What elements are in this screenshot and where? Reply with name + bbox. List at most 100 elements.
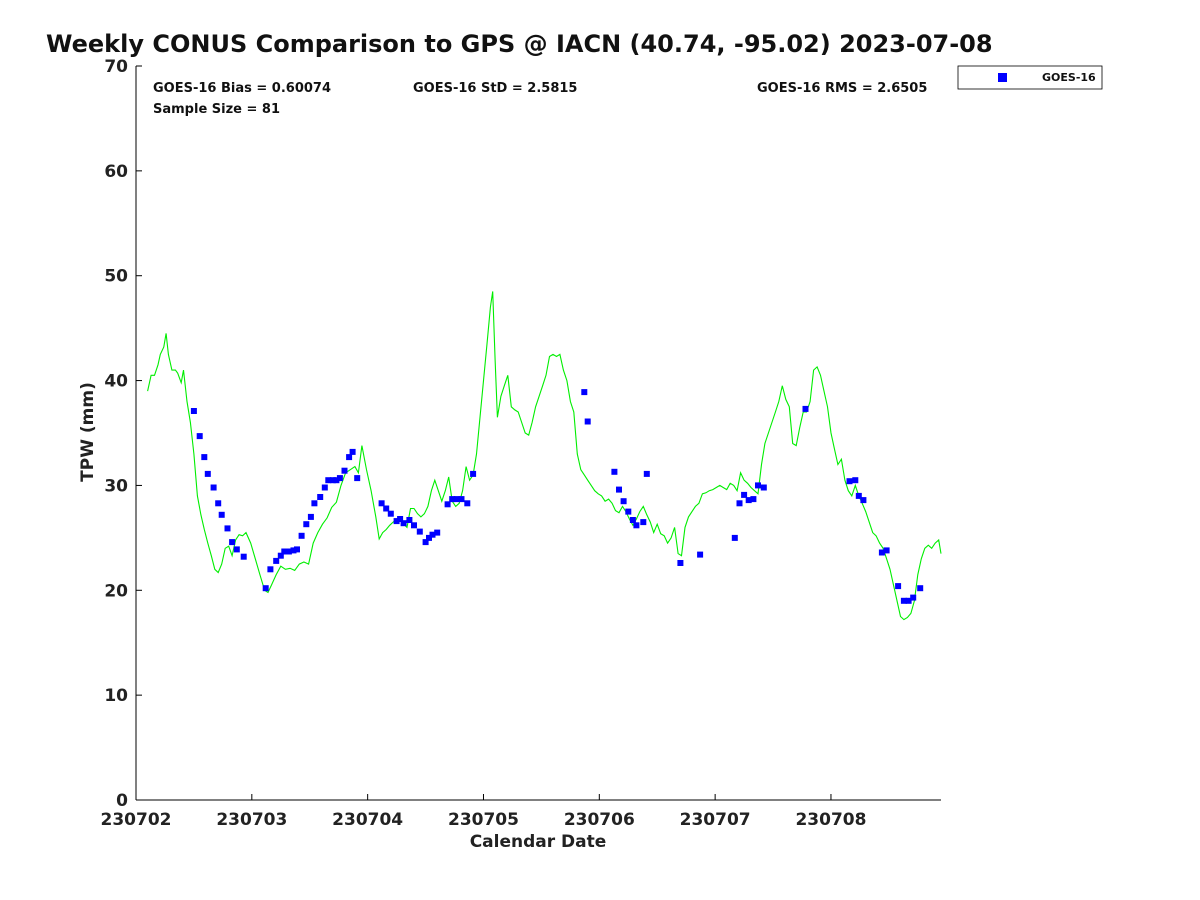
- legend-frame: [957, 65, 1103, 90]
- y-tick-label: 40: [104, 372, 128, 392]
- goes16-point: [240, 553, 247, 560]
- goes16-point: [434, 529, 441, 536]
- goes16-point: [411, 522, 417, 529]
- legend-label-goes16: GOES-16: [1042, 71, 1096, 84]
- goes16-point: [444, 501, 451, 508]
- goes16-point: [625, 508, 632, 515]
- y-tick-label: 10: [104, 686, 128, 706]
- goes16-point: [325, 477, 332, 484]
- x-tick-label: 230705: [448, 810, 519, 830]
- goes16-point: [640, 519, 647, 526]
- goes16-point: [611, 468, 618, 475]
- goes16-point: [855, 492, 862, 499]
- goes16-point: [346, 454, 353, 461]
- stat-std: GOES-16 StD = 2.5815: [413, 81, 577, 96]
- goes16-point: [303, 521, 310, 528]
- goes16-point: [204, 470, 211, 477]
- goes16-point: [750, 496, 757, 503]
- goes16-point: [378, 500, 385, 507]
- goes16-point: [400, 520, 407, 527]
- goes16-point: [290, 547, 297, 554]
- goes16-point: [910, 594, 917, 601]
- stat-bias: GOES-16 Bias = 0.60074: [153, 81, 331, 96]
- goes16-point: [215, 500, 222, 507]
- goes16-point: [846, 478, 853, 485]
- x-tick-label: 230702: [101, 810, 172, 830]
- goes16-point: [741, 491, 748, 498]
- y-axis-label: TPW (mm): [78, 382, 98, 482]
- goes16-point: [464, 500, 471, 507]
- goes16-point: [201, 454, 208, 461]
- goes16-point: [190, 408, 197, 414]
- goes16-point: [285, 548, 292, 555]
- goes16-point: [620, 498, 627, 505]
- goes16-point: [210, 484, 217, 491]
- goes16-point: [697, 551, 704, 558]
- y-tick-label: 0: [116, 791, 128, 811]
- goes16-point: [333, 477, 340, 484]
- goes16-point: [755, 482, 761, 489]
- goes16-point: [262, 585, 269, 592]
- y-tick-label: 20: [104, 581, 128, 601]
- goes16-point: [349, 448, 356, 455]
- goes16-point: [336, 475, 343, 482]
- goes16-point: [196, 433, 203, 440]
- goes16-point: [281, 548, 288, 555]
- chart-title: Weekly CONUS Comparison to GPS @ IACN (4…: [46, 30, 993, 58]
- x-ticks: 230702 230703 230704 230705 230706 230707 2307…: [101, 794, 866, 830]
- goes16-point: [860, 497, 867, 504]
- legend-marker-goes16: [998, 73, 1007, 82]
- x-axis-label: Calendar Date: [470, 832, 607, 852]
- goes16-point: [383, 505, 390, 512]
- plot-box: [135, 66, 941, 801]
- x-tick-label: 230704: [332, 810, 403, 830]
- goes16-point: [760, 484, 767, 491]
- goes16-point: [387, 510, 394, 517]
- goes16-point: [900, 597, 907, 604]
- goes16-point: [458, 496, 465, 503]
- goes16-point: [895, 583, 902, 590]
- goes16-point: [629, 517, 636, 523]
- y-tick-label: 50: [104, 267, 128, 287]
- y-tick-label: 70: [104, 57, 128, 77]
- goes16-point: [298, 532, 305, 539]
- goes16-point: [677, 560, 684, 566]
- gps-series-line: [147, 291, 942, 621]
- goes16-point: [229, 539, 236, 546]
- goes16-point: [307, 513, 314, 520]
- goes16-point: [633, 522, 640, 529]
- goes16-point: [341, 467, 348, 474]
- gps-line-group: [147, 291, 942, 621]
- y-tick-label: 60: [104, 162, 128, 182]
- goes16-point: [233, 546, 240, 553]
- goes16-point: [273, 557, 280, 564]
- goes16-point: [584, 418, 591, 425]
- y-ticks: 0 10 20 30 40 50 60 70: [104, 57, 142, 811]
- goes16-point: [406, 517, 413, 523]
- goes16-point: [393, 518, 400, 525]
- goes16-point: [294, 546, 300, 553]
- goes16-point: [416, 528, 423, 535]
- y-tick-label: 30: [104, 476, 128, 496]
- x-tick-label: 230708: [795, 810, 866, 830]
- goes16-point: [736, 500, 743, 507]
- goes16-point: [397, 516, 404, 522]
- x-tick-label: 230707: [680, 810, 751, 830]
- stat-sample-size: Sample Size = 81: [153, 102, 280, 117]
- goes16-point: [224, 525, 231, 532]
- goes16-point: [643, 470, 650, 477]
- goes16-point: [883, 547, 890, 554]
- goes16-point: [311, 500, 318, 507]
- stat-rms: GOES-16 RMS = 2.6505: [757, 81, 927, 96]
- goes16-point: [616, 486, 622, 493]
- goes16-point: [317, 494, 324, 500]
- goes16-point: [422, 539, 429, 546]
- goes16-point: [852, 477, 859, 484]
- goes16-point: [745, 497, 752, 504]
- goes16-point: [905, 597, 912, 604]
- goes16-point: [581, 389, 588, 396]
- goes16-point: [470, 470, 477, 477]
- goes16-point: [218, 511, 225, 518]
- goes16-point: [354, 475, 361, 482]
